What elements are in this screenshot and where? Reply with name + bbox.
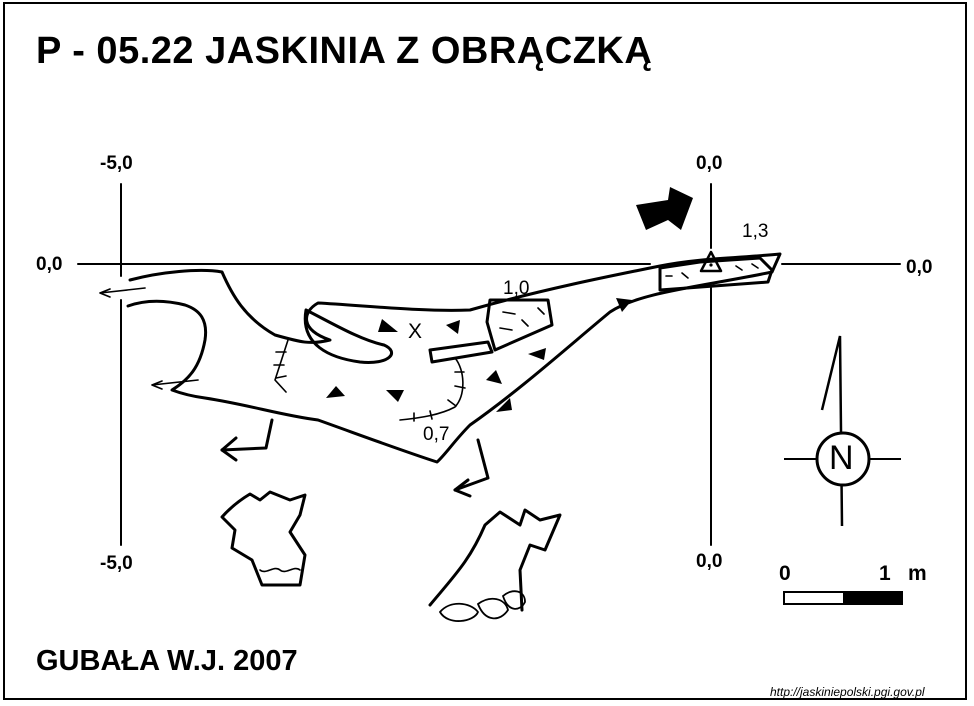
water-sign (259, 567, 301, 573)
scale-unit: m (908, 562, 927, 585)
map-title: P - 05.22 JASKINIA Z OBRĄCZKĄ (36, 30, 653, 72)
depth-lower: 0,7 (423, 424, 450, 445)
coord-left-top: -5,0 (100, 153, 133, 174)
lower-features (220, 490, 562, 622)
boulders (439, 590, 526, 622)
coord-right-mid: 0,0 (906, 257, 933, 278)
scale-end: 1 (879, 562, 891, 585)
side-chamber-right (428, 508, 562, 612)
author-credit: GUBAŁA W.J. 2007 (36, 645, 298, 677)
cave-outline (126, 252, 782, 464)
source-url: http://jaskiniepolski.pgi.gov.pl (770, 685, 925, 699)
step-hatching (273, 263, 759, 422)
rock-column (485, 298, 554, 352)
entrance-triangle (699, 250, 723, 273)
entrance-block (658, 256, 774, 292)
small-arrows (99, 287, 199, 390)
rock-ledge (428, 340, 494, 364)
coord-left-mid: 0,0 (36, 254, 63, 275)
coord-right-bottom: 0,0 (696, 551, 723, 572)
passage-arrows (220, 418, 490, 498)
coord-right-top: 0,0 (696, 153, 723, 174)
point-mark: X (408, 320, 423, 343)
north-arrow (784, 335, 901, 527)
entrance-arrow (636, 187, 693, 230)
scale-start: 0 (779, 562, 791, 585)
entrance-dot (709, 263, 713, 267)
slope-markers (326, 187, 693, 412)
inner-passage (303, 308, 394, 364)
depth-entrance: 1,3 (742, 221, 769, 242)
side-chamber-left (220, 490, 307, 587)
depth-middle: 1,0 (503, 278, 530, 299)
coordinate-grid (77, 183, 901, 546)
coord-left-bottom: -5,0 (100, 553, 133, 574)
north-label: N (829, 439, 854, 477)
sheet-border (3, 2, 967, 700)
scale-bar (783, 591, 903, 605)
